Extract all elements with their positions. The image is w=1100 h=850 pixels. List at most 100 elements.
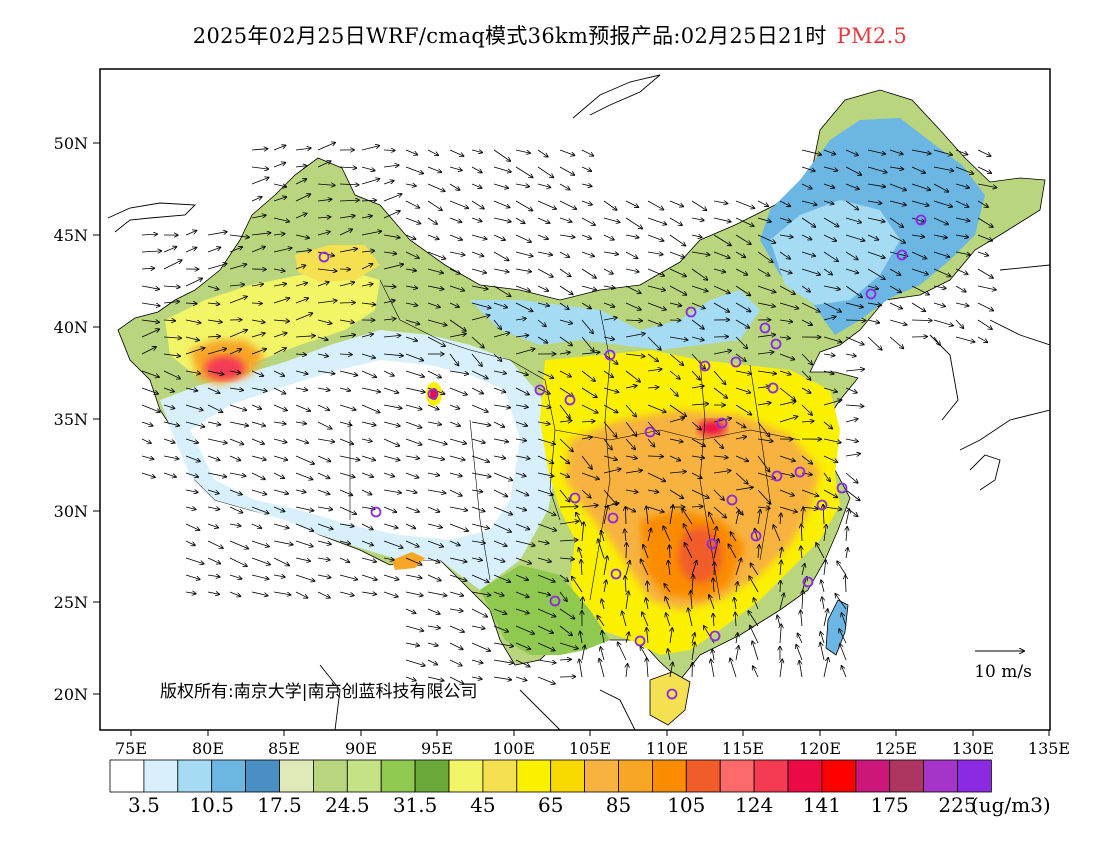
wind-vector xyxy=(251,421,265,426)
wind-vector xyxy=(647,528,651,542)
wind-vector xyxy=(383,489,401,493)
wind-vector xyxy=(777,615,780,627)
wind-vector xyxy=(842,666,847,678)
wind-vector xyxy=(643,545,649,559)
lon-label-135: 135E xyxy=(1028,739,1070,758)
wind-vector xyxy=(668,561,670,576)
wind-vector xyxy=(471,234,487,239)
wind-vector xyxy=(141,438,151,443)
wind-vector xyxy=(273,489,288,494)
wind-vector xyxy=(251,438,264,444)
wind-vector xyxy=(823,505,824,525)
wind-vector xyxy=(163,438,175,443)
wind-vector xyxy=(837,561,847,576)
wind-vector xyxy=(728,544,737,559)
wind-vector xyxy=(471,336,484,348)
colorbar-swatch xyxy=(414,759,450,793)
wind-vector xyxy=(933,234,947,238)
wind-vector xyxy=(449,166,462,170)
wind-vector xyxy=(493,333,510,338)
wind-vector xyxy=(295,370,308,374)
wind-vector xyxy=(537,506,556,515)
wind-vector xyxy=(845,419,858,423)
wind-vector xyxy=(691,591,692,610)
wind-vector xyxy=(405,608,416,613)
wind-vector xyxy=(735,251,745,257)
wind-vector xyxy=(251,387,267,391)
wind-vector xyxy=(405,319,420,324)
wind-vector xyxy=(515,608,529,613)
wind-vector xyxy=(427,183,445,191)
wind-vector xyxy=(317,232,330,236)
lon-label-130: 130E xyxy=(952,739,994,758)
wind-vector xyxy=(730,658,737,678)
wind-vector xyxy=(185,319,201,323)
city-marker xyxy=(730,356,742,368)
wind-vector xyxy=(405,438,422,445)
wind-vector xyxy=(471,387,483,394)
wind-vector xyxy=(273,591,291,595)
wind-vector xyxy=(691,285,708,291)
wind-vector xyxy=(207,285,219,289)
wind-vector xyxy=(383,523,398,528)
wind-vector xyxy=(735,200,755,208)
wind-vector xyxy=(559,625,572,636)
wind-vector xyxy=(845,166,861,175)
wind-vector xyxy=(295,388,307,390)
wind-vector xyxy=(750,563,759,576)
wind-vector xyxy=(559,149,575,155)
wind-vector xyxy=(361,179,380,185)
wind-vector xyxy=(515,285,530,291)
colorbar-swatch xyxy=(787,759,823,793)
wind-vector xyxy=(603,337,614,339)
wind-vector xyxy=(141,285,159,289)
wind-vector xyxy=(427,166,441,172)
wind-vector xyxy=(625,507,626,525)
wind-vector xyxy=(471,166,482,173)
city-marker xyxy=(865,288,877,300)
wind-vector xyxy=(295,148,311,150)
wind-vector xyxy=(405,234,416,239)
wind-vector xyxy=(361,404,380,413)
wind-vector xyxy=(449,268,460,274)
wind-vector xyxy=(449,421,460,426)
wind-vector xyxy=(185,592,196,594)
wind-vector xyxy=(845,354,856,356)
colorbar-tick-label: 124 xyxy=(735,793,773,817)
wind-vector xyxy=(339,388,350,391)
wind-vector xyxy=(603,387,619,392)
wind-vector xyxy=(625,632,629,644)
wind-vector xyxy=(449,489,462,496)
wind-vector xyxy=(823,166,838,171)
colorbar-swatch xyxy=(448,759,484,793)
colorbar-tick-label: 24.5 xyxy=(325,793,370,817)
wind-vector xyxy=(449,557,467,562)
northeast-light-zone xyxy=(770,200,900,305)
wind-vector xyxy=(754,598,759,610)
wind-vector xyxy=(581,455,592,469)
wind-vector xyxy=(625,285,641,293)
wind-vector xyxy=(427,608,440,614)
wind-vector xyxy=(799,661,803,678)
wind-vector xyxy=(779,593,784,610)
wind-vector xyxy=(251,197,262,202)
wind-vector xyxy=(603,268,613,274)
wind-vector xyxy=(735,217,754,226)
wind-vector xyxy=(493,302,507,308)
wind-vector xyxy=(207,336,220,337)
wind-vector xyxy=(867,234,878,240)
wind-vector xyxy=(933,217,948,224)
wind-vector xyxy=(646,598,648,610)
wind-vector xyxy=(207,557,220,564)
wind-vector xyxy=(735,268,748,275)
wind-vector xyxy=(471,251,484,256)
wind-vector xyxy=(449,609,463,611)
wind-vector xyxy=(735,472,748,484)
wind-vector xyxy=(713,351,731,355)
wind-vector xyxy=(185,490,198,492)
wind-vector xyxy=(273,320,289,321)
wind-vector xyxy=(691,251,710,255)
wind-vector xyxy=(515,349,535,355)
wind-vector xyxy=(251,574,269,579)
city-marker xyxy=(634,635,646,647)
